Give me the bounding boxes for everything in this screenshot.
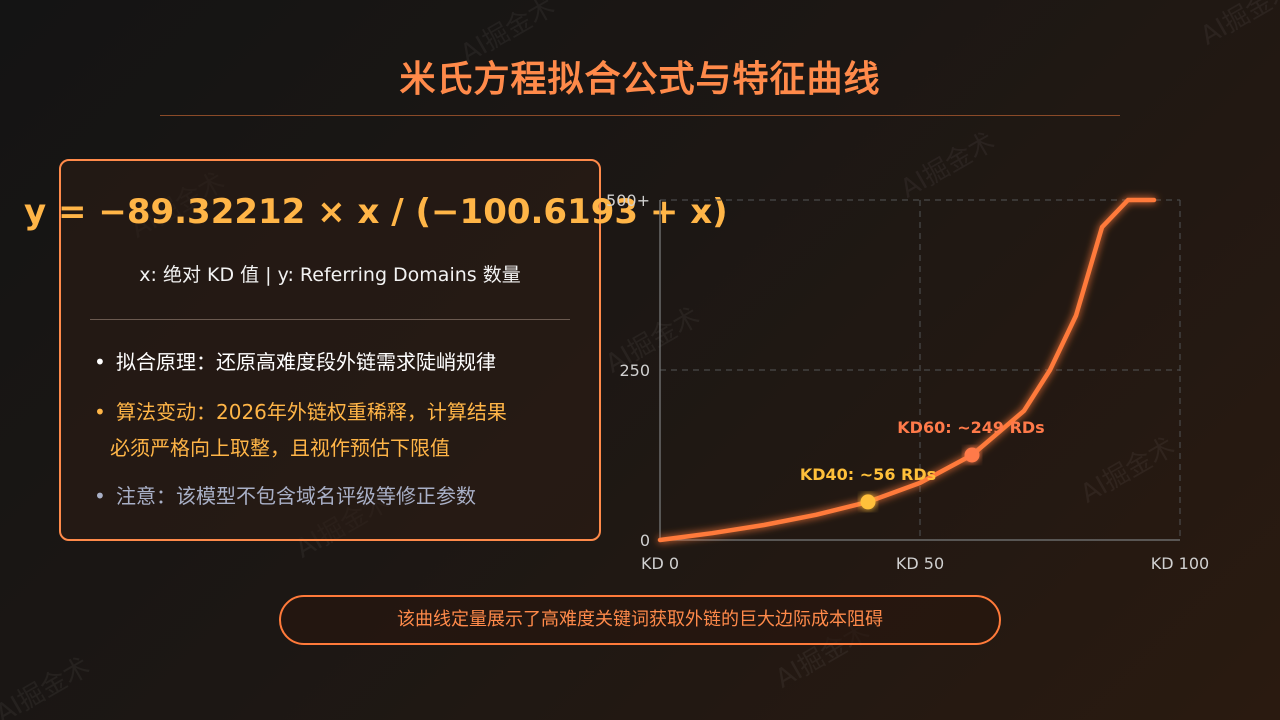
- caption-pill: 该曲线定量展示了高难度关键词获取外链的巨大边际成本阻碍: [279, 595, 1001, 645]
- bullet-text-continued: 必须严格向上取整，且视作预估下限值: [110, 436, 450, 460]
- x-tick-label: KD 50: [896, 554, 944, 573]
- formula-panel: [59, 159, 601, 541]
- panel-divider: [90, 319, 570, 320]
- bullet-fit-principle: • 拟合原理：还原高难度段外链需求陡峭规律: [94, 344, 574, 380]
- formula-text: y = −89.32212 × x / (−100.6193 + x): [24, 192, 728, 232]
- kd-rd-curve-chart: 0 250 500+ KD 0 KD 50 KD 100 KD40: ~56 RDs KD60…: [606, 191, 1209, 573]
- data-point-kd40: [860, 494, 876, 510]
- watermark: AI掘金术: [1195, 0, 1280, 52]
- x-tick-label: KD 0: [641, 554, 679, 573]
- x-tick-label: KD 100: [1151, 554, 1209, 573]
- y-tick-label: 0: [640, 531, 650, 550]
- watermark: AI掘金术: [0, 651, 96, 720]
- annotation-label-kd60: KD60: ~249 RDs: [897, 418, 1044, 437]
- bullet-note: • 注意：该模型不包含域名评级等修正参数: [94, 478, 574, 514]
- y-tick-label: 500+: [606, 191, 650, 210]
- bullet-dot: •: [94, 400, 106, 424]
- bullet-algorithm-change: • 算法变动：2026年外链权重稀释，计算结果 必须严格向上取整，且视作预估下限值: [94, 394, 574, 466]
- title-divider: [160, 115, 1120, 116]
- variables-description: x: 绝对 KD 值 | y: Referring Domains 数量: [139, 264, 521, 286]
- bullet-text: 算法变动：2026年外链权重稀释，计算结果: [116, 400, 507, 424]
- data-point-kd60: [964, 447, 980, 463]
- y-tick-label: 250: [619, 361, 650, 380]
- bullet-text: 拟合原理：还原高难度段外链需求陡峭规律: [116, 350, 496, 374]
- annotation-label-kd40: KD40: ~56 RDs: [800, 465, 936, 484]
- bullet-dot: •: [94, 484, 106, 508]
- page-title: 米氏方程拟合公式与特征曲线: [399, 59, 881, 100]
- bullet-dot: •: [94, 350, 106, 374]
- bullet-text: 注意：该模型不包含域名评级等修正参数: [116, 484, 476, 508]
